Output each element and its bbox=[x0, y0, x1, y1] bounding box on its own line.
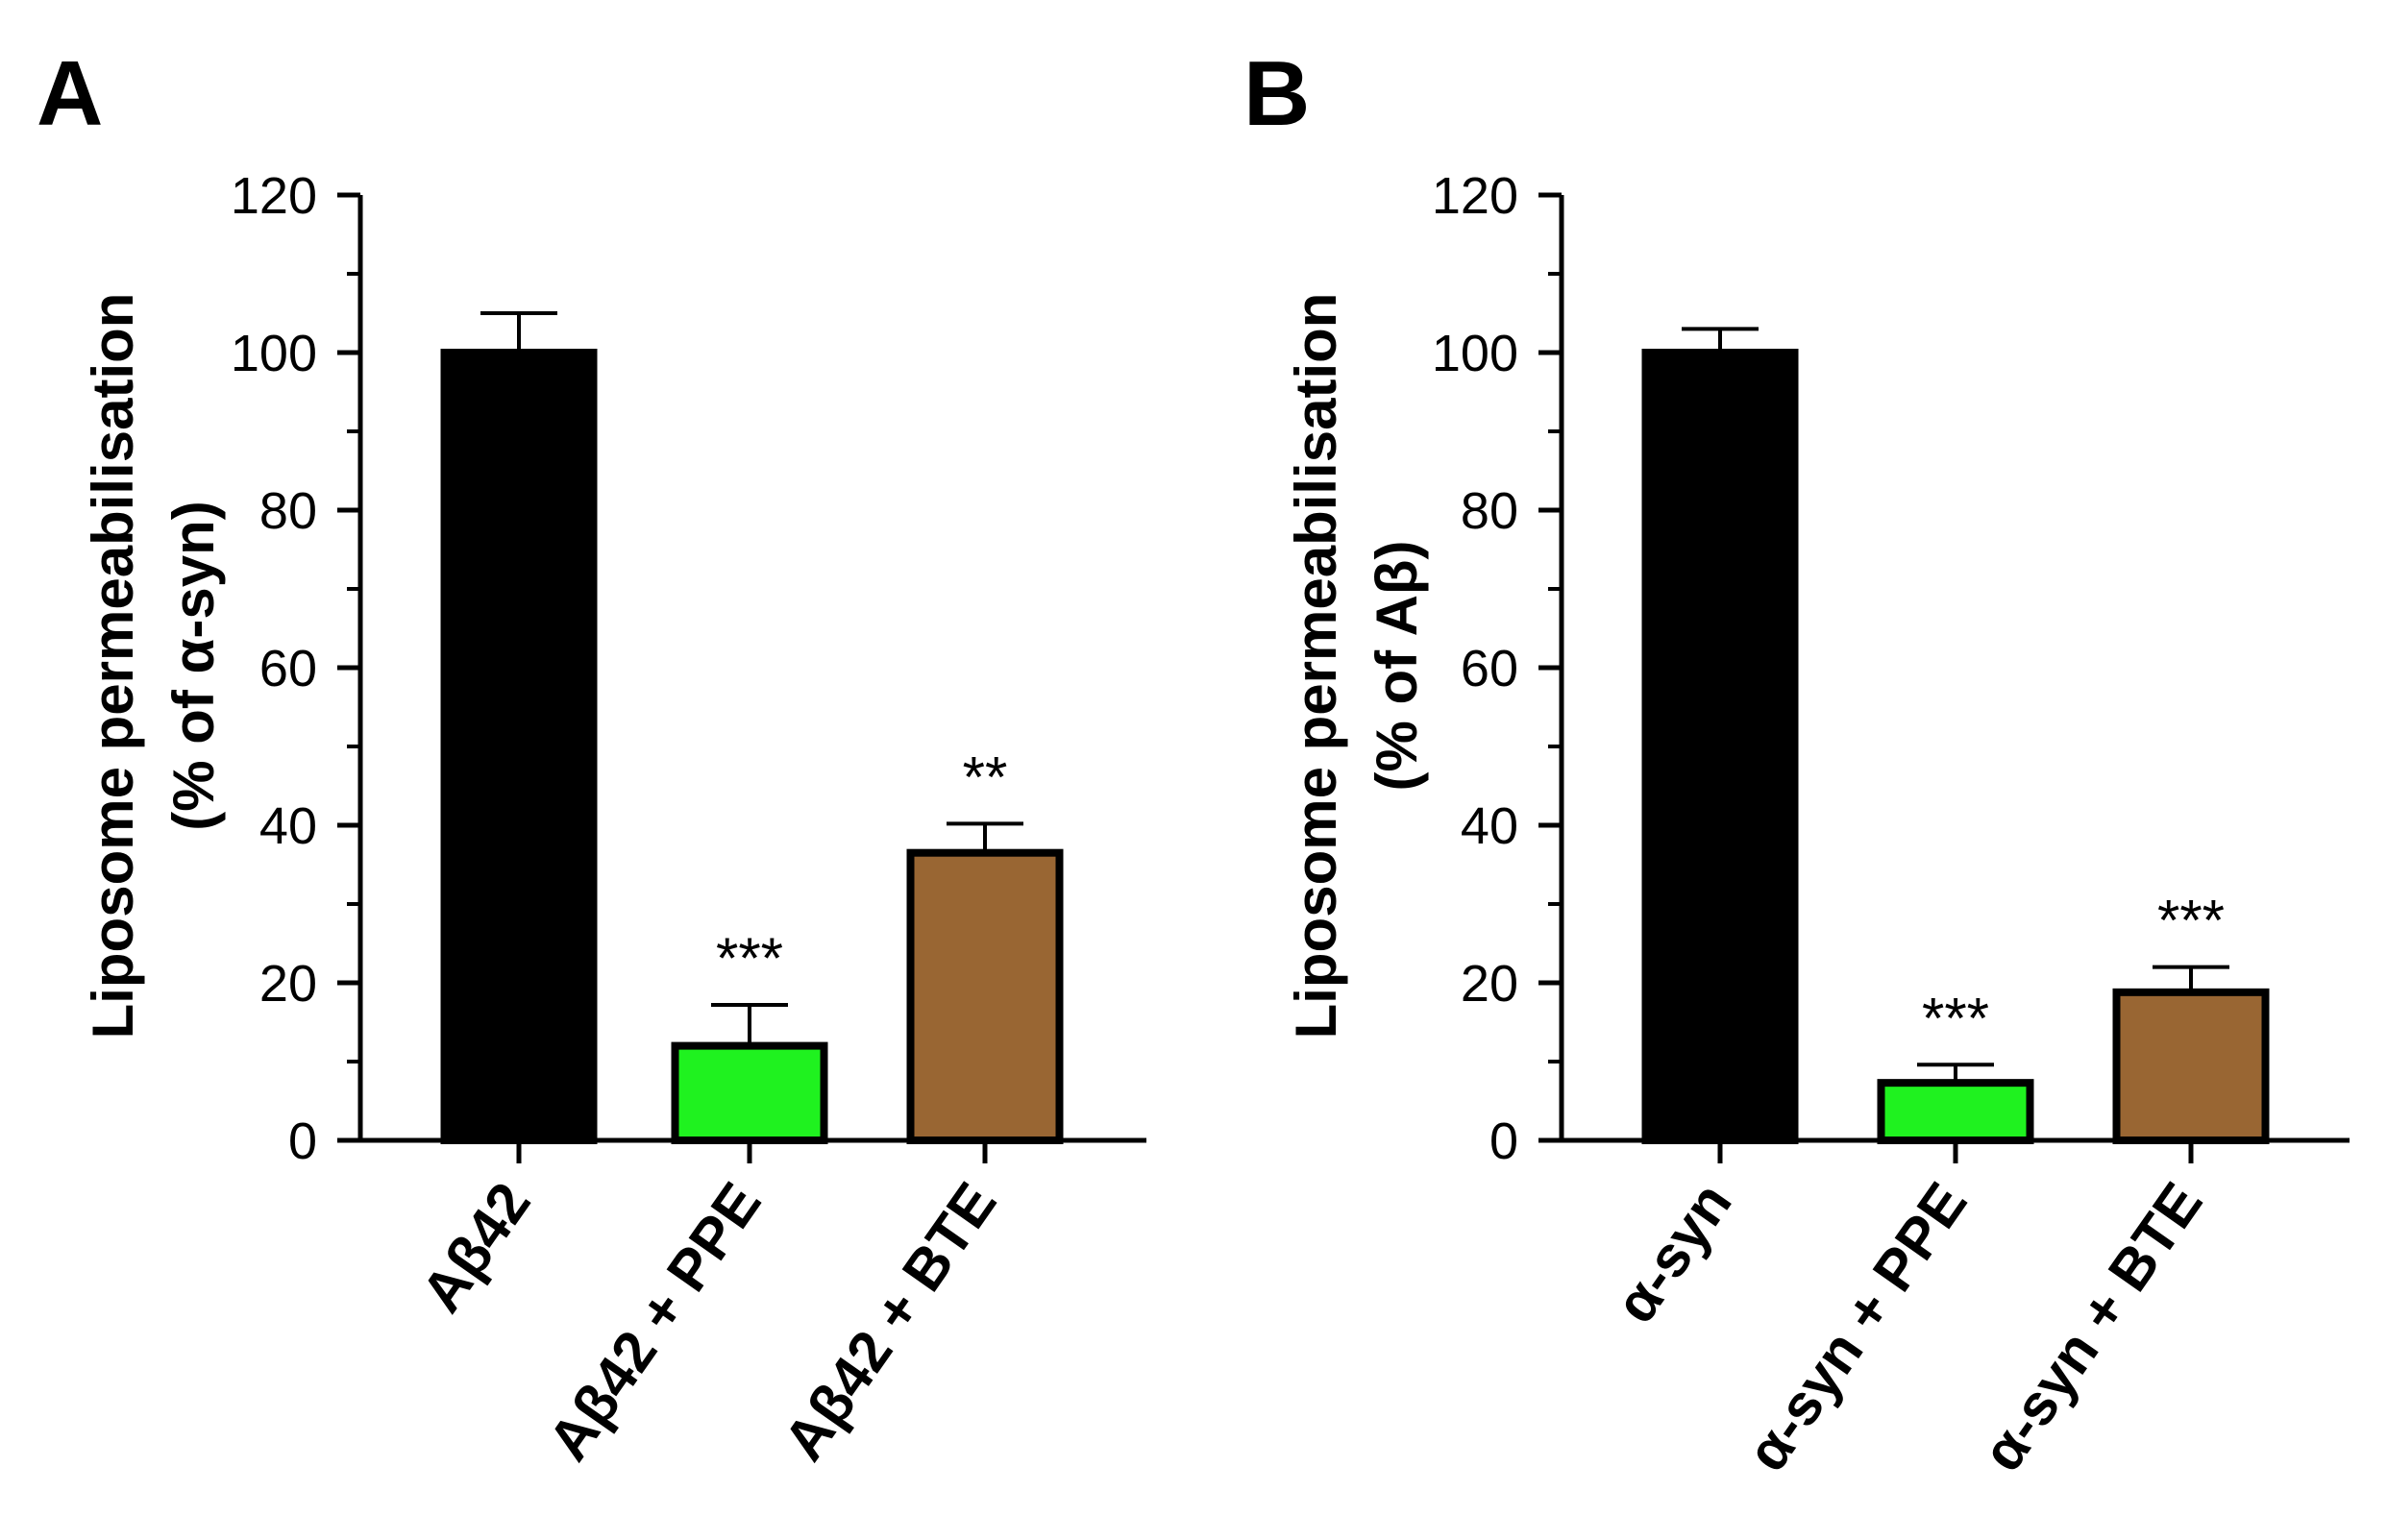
y-tick-label-a: 120 bbox=[231, 167, 317, 225]
category-label-abeta42-plus-bte: Aβ42 + BTE bbox=[772, 1171, 1009, 1472]
bar-abeta42 bbox=[440, 349, 598, 1144]
significance-abeta42-plus-ppe: *** bbox=[716, 926, 783, 990]
category-label-alpha-syn-plus-ppe: α-syn + PPE bbox=[1735, 1171, 1980, 1482]
bar-abeta42-plus-bte bbox=[906, 848, 1064, 1144]
y-tick-label-b: 120 bbox=[1432, 167, 1518, 225]
y-tick-label-b: 0 bbox=[1489, 1112, 1518, 1170]
bar-alpha-syn-plus-bte bbox=[2112, 988, 2270, 1144]
significance-abeta42-plus-bte: ** bbox=[963, 745, 1008, 809]
y-tick-label-a: 40 bbox=[259, 797, 317, 855]
category-label-alpha-syn: α-syn bbox=[1603, 1171, 1744, 1334]
significance-alpha-syn-plus-bte: *** bbox=[2157, 889, 2225, 953]
y-tick-label-a: 0 bbox=[288, 1112, 317, 1170]
bar-alpha-syn bbox=[1641, 349, 1799, 1144]
bar-abeta42-plus-ppe bbox=[671, 1041, 828, 1144]
y-tick-label-b: 20 bbox=[1461, 955, 1518, 1013]
y-tick-label-a: 100 bbox=[231, 325, 317, 382]
y-axis-label-line1-a: Liposome permeabilisation bbox=[81, 293, 145, 1039]
category-label-alpha-syn-plus-bte: α-syn + BTE bbox=[1970, 1171, 2215, 1482]
panel-b: B Liposome permeabilisation (% of Aβ) 0 2… bbox=[1243, 42, 2350, 1482]
y-tick-label-b: 80 bbox=[1461, 482, 1518, 540]
significance-alpha-syn-plus-ppe: *** bbox=[1922, 986, 1989, 1050]
y-axis-label-line2-b: (% of Aβ) bbox=[1365, 540, 1429, 791]
category-label-abeta42-plus-ppe: Aβ42 + PPE bbox=[536, 1171, 774, 1472]
y-tick-label-b: 40 bbox=[1461, 797, 1518, 855]
y-tick-label-b: 100 bbox=[1432, 325, 1518, 382]
panel-letter-a: A bbox=[37, 42, 103, 145]
panel-letter-b: B bbox=[1243, 42, 1310, 145]
y-tick-label-b: 60 bbox=[1461, 640, 1518, 697]
panel-a: A Liposome permeabilisation (% of α-syn)… bbox=[37, 42, 1146, 1472]
y-axis-label-line1-b: Liposome permeabilisation bbox=[1284, 293, 1348, 1039]
category-label-abeta42: Aβ42 bbox=[409, 1171, 543, 1324]
y-tick-label-a: 80 bbox=[259, 482, 317, 540]
y-axis-label-line2-a: (% of α-syn) bbox=[161, 501, 226, 831]
bar-alpha-syn-plus-ppe bbox=[1877, 1079, 2034, 1145]
y-tick-label-a: 60 bbox=[259, 640, 317, 697]
y-tick-label-a: 20 bbox=[259, 955, 317, 1013]
